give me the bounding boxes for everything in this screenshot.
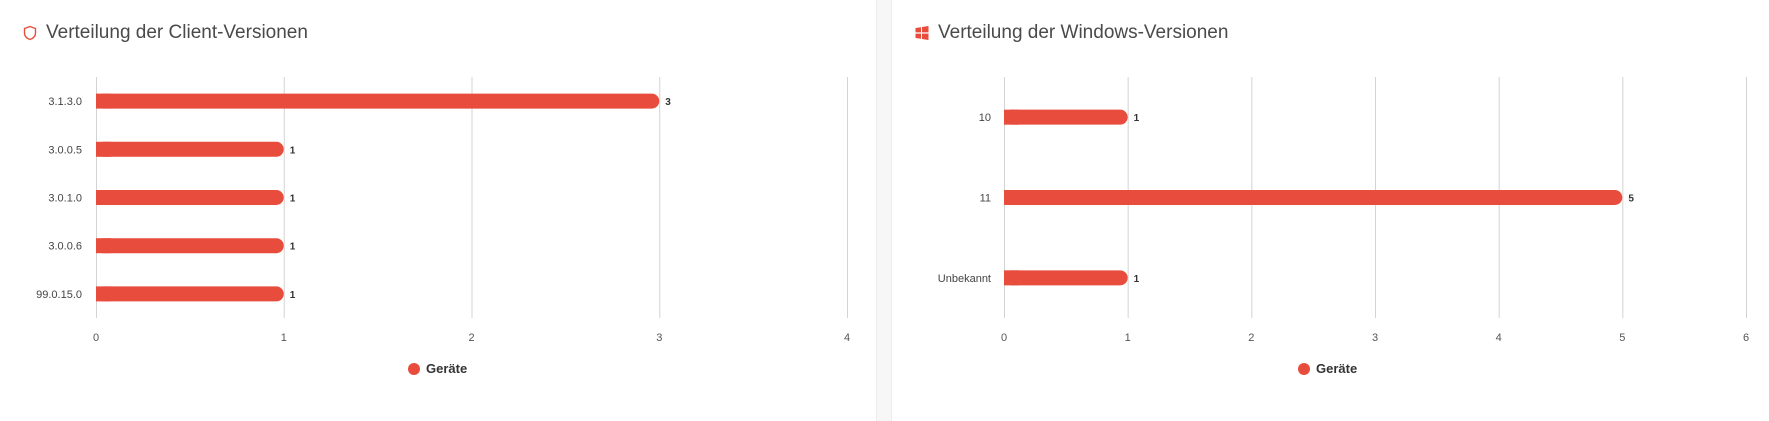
windows-icon [914, 25, 930, 41]
bar-base [96, 238, 111, 254]
x-tick-label: 2 [1248, 332, 1254, 344]
legend[interactable]: Geräte [1298, 361, 1357, 376]
bar-base [1004, 109, 1019, 125]
panel-title: Verteilung der Client-Versionen [46, 22, 308, 43]
value-label: 1 [290, 194, 296, 205]
x-tick-label: 3 [656, 332, 662, 344]
value-label: 5 [1628, 194, 1634, 205]
client-versions-bar-chart: 0 1 2 3 4 3.1.3.0 3 3.0.0.5 1 3.0.1.0 1 3.0.0.6 1 99.… [36, 77, 850, 344]
category-label: 3.0.0.5 [48, 144, 82, 156]
category-label: 99.0.15.0 [36, 289, 82, 301]
panel-header: Verteilung der Windows-Versionen [914, 20, 1228, 46]
x-tick-label: 1 [1125, 332, 1131, 344]
windows-versions-panel: Verteilung der Windows-Versionen 0 1 2 3 4 5 6… [892, 0, 1769, 421]
category-label: 3.0.1.0 [48, 193, 82, 205]
bar [96, 141, 284, 157]
category-label: Unbekannt [938, 273, 991, 285]
bar [1004, 190, 1623, 205]
legend-label: Geräte [1316, 361, 1358, 376]
category-label: 3.1.3.0 [48, 96, 82, 108]
bar-base [96, 286, 111, 302]
bar-base [96, 141, 111, 157]
bar [96, 238, 284, 254]
panel-title: Verteilung der Windows-Versionen [938, 22, 1229, 43]
value-label: 1 [1134, 113, 1140, 124]
bar [96, 190, 284, 205]
value-label: 1 [1134, 274, 1140, 285]
x-tick-label: 3 [1372, 332, 1378, 344]
bar-base [1004, 190, 1019, 205]
legend-marker [408, 362, 420, 375]
bar [96, 286, 284, 302]
x-tick-label: 0 [1001, 332, 1007, 344]
value-label: 1 [290, 242, 296, 253]
x-tick-label: 5 [1619, 332, 1625, 344]
legend-label: Geräte [426, 361, 468, 376]
legend-marker [1298, 362, 1310, 375]
x-tick-label: 2 [468, 332, 474, 344]
client-versions-panel: Verteilung der Client-Versionen 0 1 2 3 4 3.1… [0, 0, 876, 421]
bar-base [96, 190, 111, 205]
category-label: 3.0.0.6 [48, 241, 82, 253]
panel-header: Verteilung der Client-Versionen [22, 20, 308, 46]
panel-divider [876, 0, 892, 421]
bar [1004, 270, 1128, 286]
category-label: 11 [980, 193, 991, 205]
value-label: 1 [290, 290, 296, 301]
x-tick-label: 4 [844, 332, 850, 344]
bar [96, 93, 660, 109]
bar-base [1004, 270, 1019, 286]
value-label: 1 [290, 145, 296, 156]
category-label: 10 [979, 112, 991, 124]
value-label: 3 [665, 97, 671, 108]
bar [1004, 109, 1128, 125]
x-tick-label: 6 [1743, 332, 1749, 344]
x-tick-label: 0 [93, 332, 99, 344]
x-tick-label: 1 [281, 332, 287, 344]
legend[interactable]: Geräte [408, 361, 467, 376]
bar-base [96, 93, 111, 109]
x-tick-label: 4 [1496, 332, 1502, 344]
shield-icon [22, 25, 38, 41]
